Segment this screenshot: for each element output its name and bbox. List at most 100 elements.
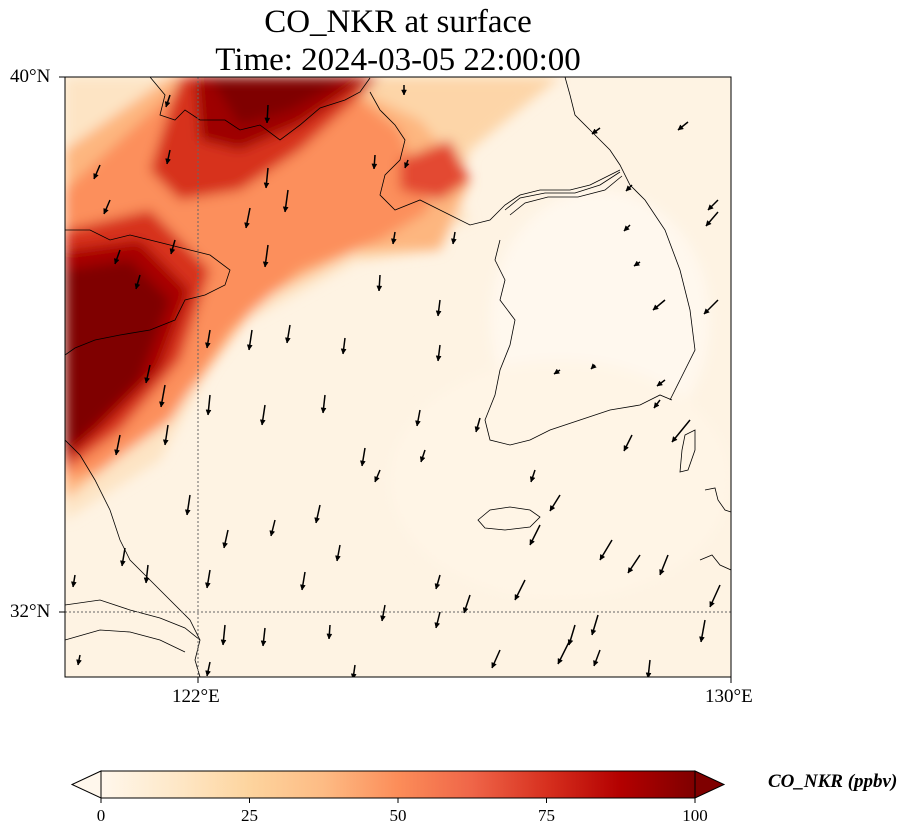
wind-arrow-head xyxy=(164,101,171,108)
wind-arrow-head xyxy=(462,607,469,614)
wind-arrow-head xyxy=(404,162,410,169)
wind-arrow-head xyxy=(659,569,665,576)
wind-arrow-head xyxy=(703,308,710,315)
wind-arrow-head xyxy=(529,539,535,546)
wind-arrow-head xyxy=(529,476,536,483)
wind-arrow-head xyxy=(144,377,150,384)
wind-arrow-head xyxy=(204,582,211,589)
wind-arrow-head xyxy=(491,662,497,669)
wind-arrow-head xyxy=(645,672,652,677)
wind-arrow-head xyxy=(474,426,481,433)
wind-arrow-head xyxy=(314,517,320,524)
wind-arrow-head xyxy=(671,436,678,443)
wind-arrow-head xyxy=(114,449,120,456)
colorbar-tick-100: 100 xyxy=(682,806,708,825)
wind-arrow-head xyxy=(335,555,341,562)
map-title-line1: CO_NKR at surface xyxy=(264,4,532,40)
gridlines xyxy=(65,77,731,677)
colorbar xyxy=(70,770,726,803)
wind-arrow-head xyxy=(376,285,383,292)
wind-arrow-head xyxy=(599,554,606,561)
coastline-yangtze-north xyxy=(65,599,201,641)
wind-arrow-head xyxy=(143,577,150,584)
wind-arrow-head xyxy=(434,622,441,629)
map-title-line2: Time: 2024-03-05 22:00:00 xyxy=(215,42,581,78)
wind-arrow-head xyxy=(435,310,442,317)
wind-arrow-head xyxy=(450,238,457,245)
concentration-field xyxy=(65,77,731,677)
wind-arrow-head xyxy=(593,660,599,667)
wind-arrow-head xyxy=(419,456,426,463)
wind-arrow-head xyxy=(134,283,141,290)
wind-arrow-head xyxy=(259,419,266,426)
wind-arrow-head xyxy=(220,639,227,646)
coastlines xyxy=(65,77,731,677)
wind-arrow-head xyxy=(326,633,333,640)
wind-arrow-head xyxy=(222,542,228,549)
lat-tick-40: 40°N xyxy=(10,66,51,87)
wind-arrow-head xyxy=(70,581,77,588)
wind-arrow-head xyxy=(169,248,176,255)
wind-arrow-head xyxy=(380,615,386,622)
colorbar-tick-25: 25 xyxy=(241,806,258,825)
lat-tick-32: 32°N xyxy=(10,601,51,622)
river-border-2 xyxy=(509,175,623,216)
wind-arrow-head xyxy=(184,509,191,516)
lon-tick-122: 122°E xyxy=(172,686,220,707)
coastline-liaodong xyxy=(369,91,621,226)
wind-arrow-head xyxy=(656,380,663,387)
coastline-japan xyxy=(704,487,731,513)
wind-arrow-head xyxy=(244,222,250,229)
colorbar-tick-50: 50 xyxy=(389,806,407,825)
colorbar-tick-75: 75 xyxy=(538,806,555,825)
coastline-yangtze-south xyxy=(65,629,186,653)
wind-arrow-head xyxy=(390,238,397,245)
wind-arrow-head xyxy=(627,567,634,574)
wind-arrow-head xyxy=(625,185,632,192)
wind-arrow-head xyxy=(699,636,705,643)
coastline-north xyxy=(149,77,371,141)
wind-arrow-head xyxy=(705,220,712,227)
wind-arrow-head xyxy=(246,344,253,351)
wind-arrow-head xyxy=(591,128,598,135)
coastline-jiangsu xyxy=(65,439,201,677)
wind-arrow-head xyxy=(435,355,442,362)
wind-arrow-head xyxy=(633,260,640,267)
wind-arrow-head xyxy=(114,258,120,265)
wind-arrow-head xyxy=(401,89,407,96)
coastline-japan-2 xyxy=(699,554,731,571)
wind-arrow-head xyxy=(557,658,563,665)
wind-arrow-head xyxy=(707,204,714,211)
lon-tick-130: 130°E xyxy=(705,686,753,707)
wind-arrow-head xyxy=(165,158,171,165)
river-border xyxy=(504,171,621,211)
coastline-korea-east xyxy=(564,77,696,401)
island-tsushima xyxy=(679,429,696,473)
wind-arrow-head xyxy=(103,208,109,215)
wind-arrow-head xyxy=(677,124,684,131)
wind-arrow-head xyxy=(623,225,630,232)
wind-vectors xyxy=(70,85,721,677)
colorbar-tick-0: 0 xyxy=(96,806,106,825)
wind-arrow-head xyxy=(590,629,597,636)
wind-arrow-head xyxy=(119,560,126,567)
wind-arrow-head xyxy=(76,659,82,666)
wind-arrow-head xyxy=(320,407,327,414)
wind-arrow-head xyxy=(549,505,556,512)
wind-arrow-head xyxy=(709,601,715,608)
wind-arrow-head xyxy=(434,583,441,590)
map-frame xyxy=(64,76,732,678)
ticks xyxy=(59,76,732,683)
wind-arrow-head xyxy=(590,363,597,370)
wind-arrow-head xyxy=(204,342,211,349)
coastline-shandong xyxy=(65,229,231,356)
wind-arrow-head xyxy=(263,182,270,189)
wind-arrow-head xyxy=(514,594,520,601)
wind-arrow-head xyxy=(359,460,366,467)
wind-arrow-head xyxy=(340,348,347,355)
coastline-korea-west xyxy=(484,239,673,446)
island-jeju xyxy=(477,506,541,531)
wind-arrow-head xyxy=(159,401,165,408)
wind-arrow-head xyxy=(299,584,306,591)
